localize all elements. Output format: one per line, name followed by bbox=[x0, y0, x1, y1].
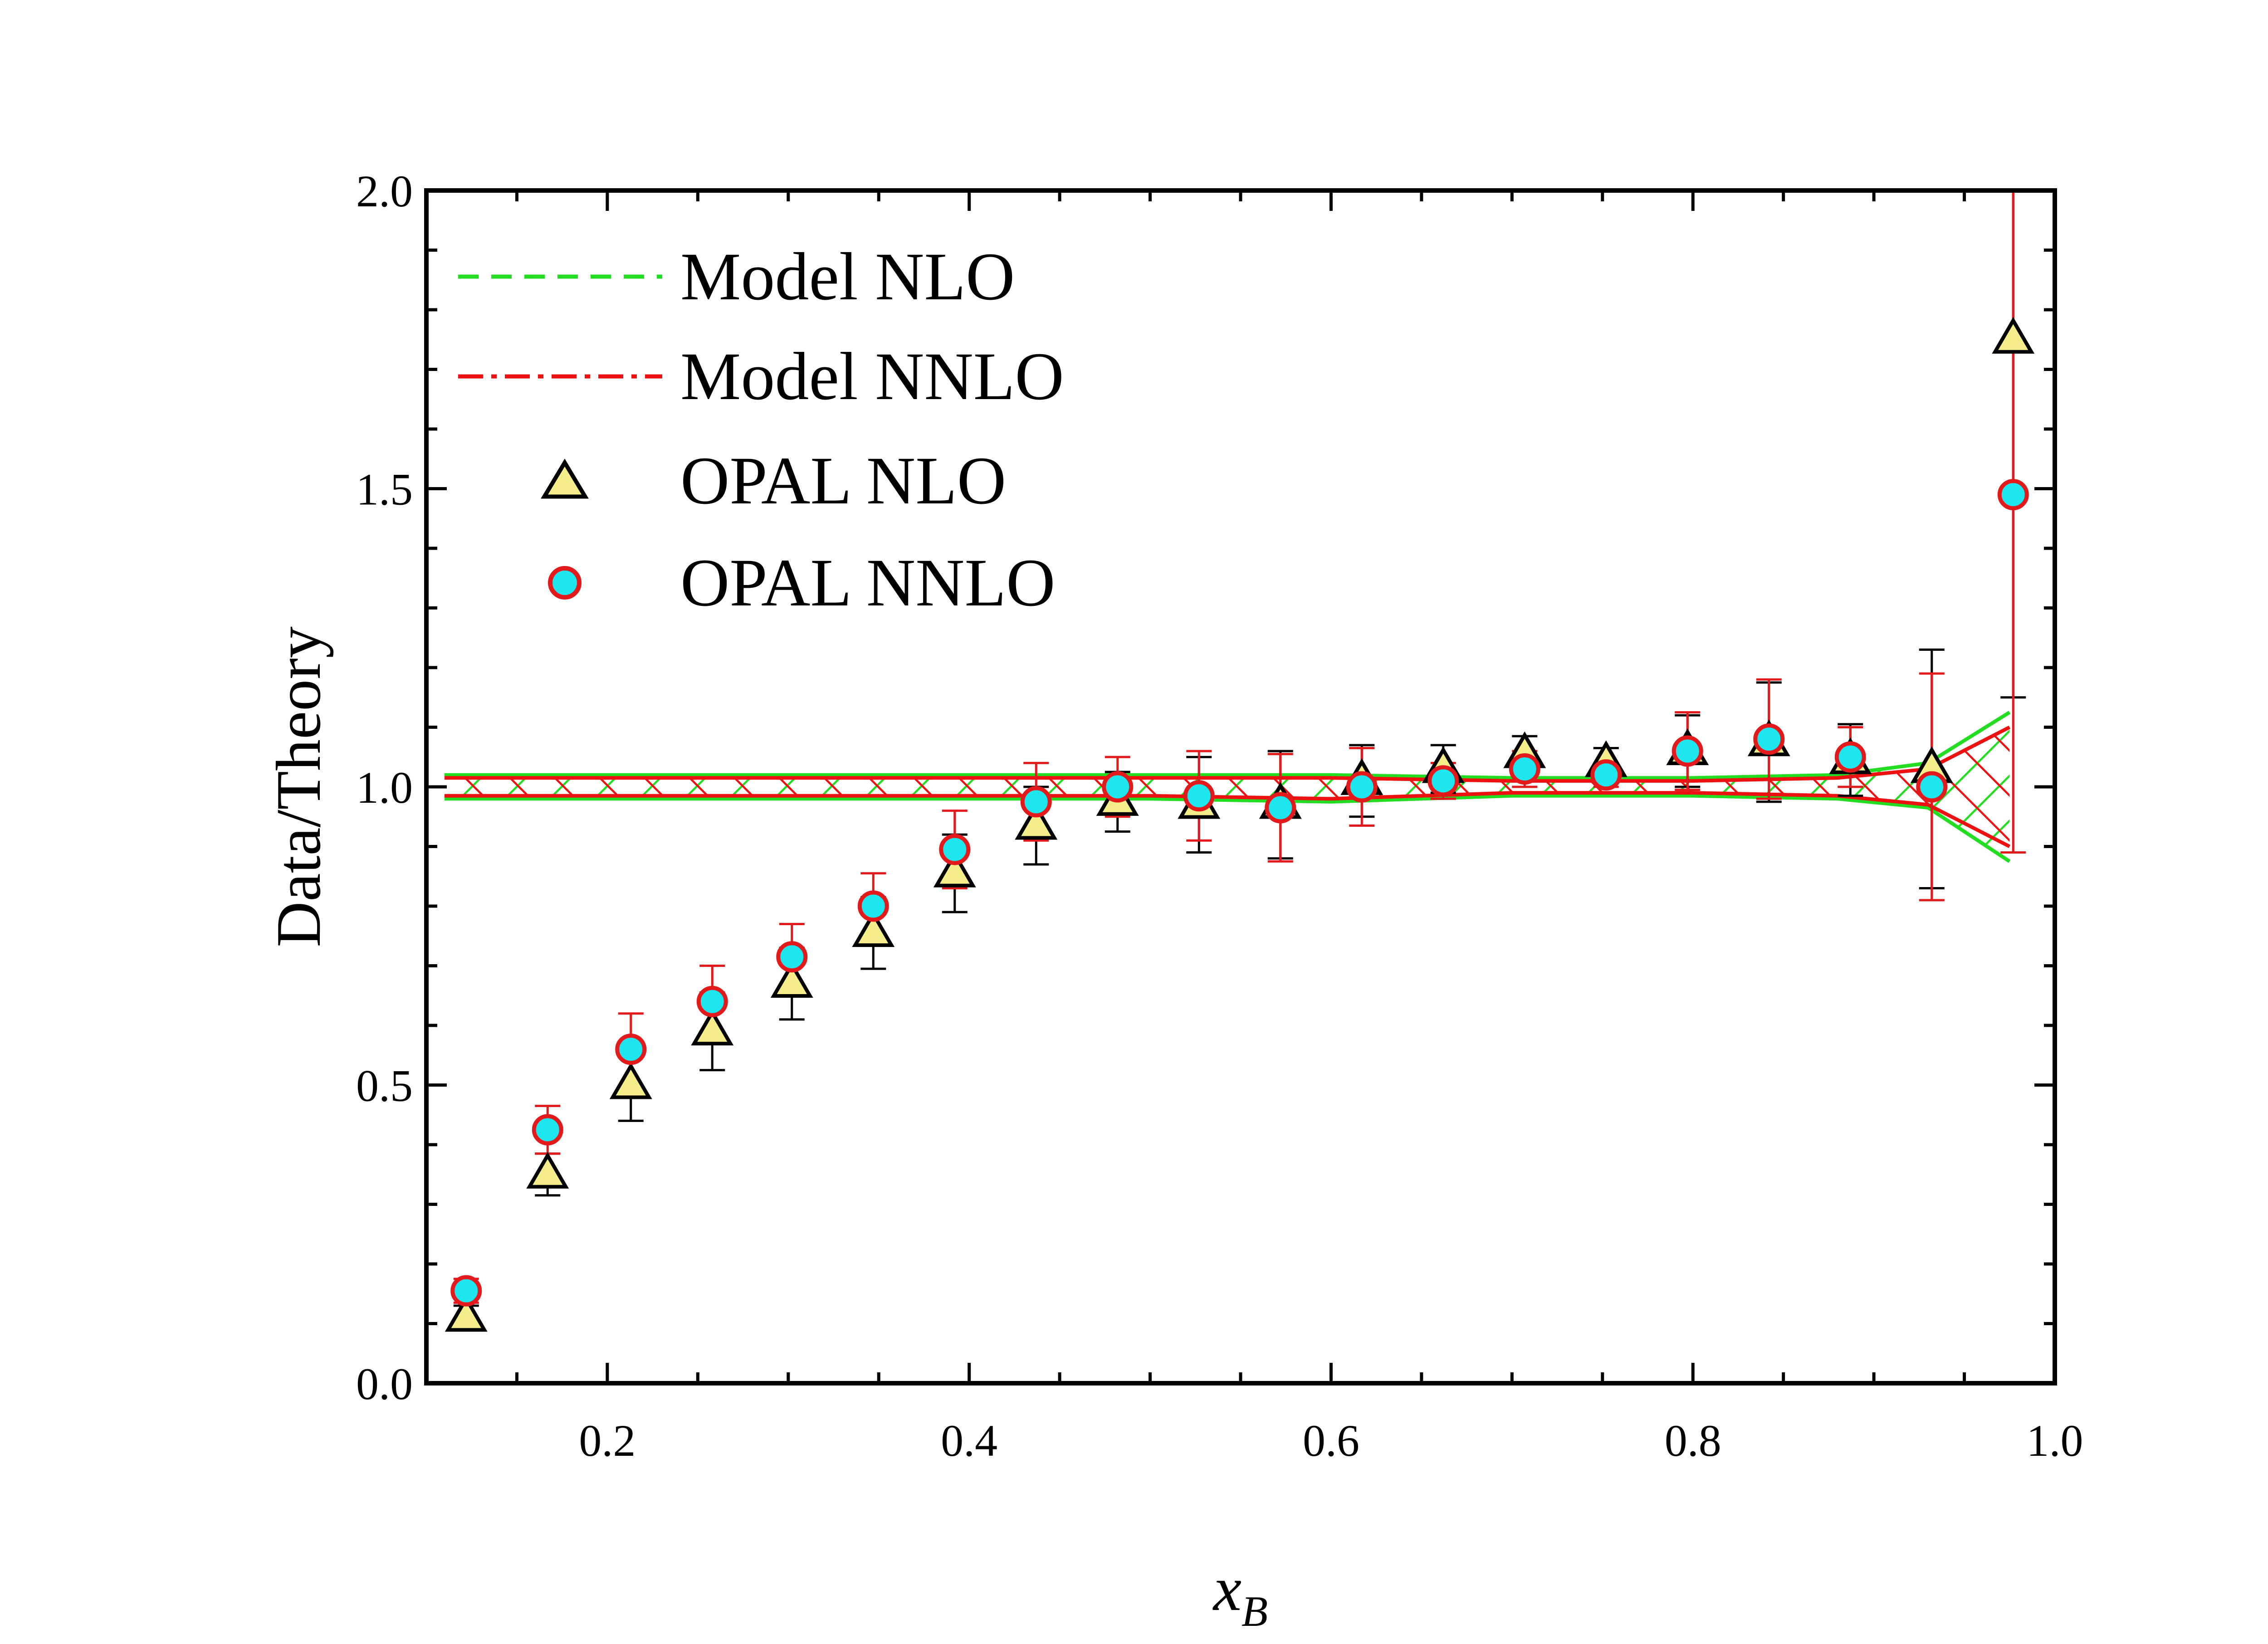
y-tick-label-2: 1.0 bbox=[356, 762, 413, 813]
opal-nnlo-point-4 bbox=[776, 941, 808, 973]
opal-nlo-point-3 bbox=[691, 1009, 734, 1046]
opal-nnlo-point-8 bbox=[1102, 771, 1134, 803]
band-model-nnlo-lower-edge bbox=[444, 791, 2011, 849]
points-layer bbox=[445, 190, 2035, 1332]
opal-nnlo-point-3 bbox=[696, 985, 728, 1017]
axes bbox=[424, 188, 2057, 1385]
opal-nnlo-point-9 bbox=[1183, 780, 1215, 812]
legend-label-opal-nlo: OPAL NLO bbox=[680, 443, 1006, 518]
band-model-nnlo bbox=[444, 727, 2010, 847]
opal-nlo-point-2 bbox=[609, 1062, 652, 1099]
y-axis-title: Data/Theory bbox=[264, 626, 334, 947]
opal-nnlo-point-17 bbox=[1834, 741, 1866, 773]
opal-nnlo-point-6 bbox=[939, 834, 971, 865]
legend: Model NLO Model NNLO OPAL NLO OPAL NNLO bbox=[458, 239, 1064, 620]
opal-nnlo-point-0 bbox=[450, 1275, 482, 1307]
opal-nnlo-point-15 bbox=[1672, 735, 1703, 767]
x-tick-label-4: 1.0 bbox=[2027, 1415, 2083, 1466]
legend-label-opal-nnlo: OPAL NNLO bbox=[680, 545, 1055, 620]
opal-nlo-point-6 bbox=[933, 850, 976, 888]
x-tick-label-3: 0.8 bbox=[1665, 1415, 1721, 1466]
opal-nlo-point-1 bbox=[526, 1151, 569, 1189]
x-tick-label-2: 0.6 bbox=[1303, 1415, 1359, 1466]
opal-nnlo-point-16 bbox=[1753, 723, 1785, 755]
opal-nlo-point-5 bbox=[852, 910, 895, 947]
legend-marker-opal-nnlo bbox=[548, 566, 582, 600]
x-axis-title-main: x bbox=[1212, 1554, 1242, 1624]
y-tick-label-3: 1.5 bbox=[356, 464, 413, 515]
tick-labels: 0.2 0.4 0.6 0.8 1.0 0.0 0.5 1.0 1.5 2.0 bbox=[356, 166, 2083, 1466]
opal-nlo-point-0 bbox=[445, 1295, 488, 1332]
opal-nlo-point-7 bbox=[1015, 803, 1058, 840]
legend-label-model-nlo: Model NLO bbox=[680, 239, 1015, 314]
band-model-nlo-lower-edge bbox=[444, 794, 2011, 863]
legend-label-model-nnlo: Model NNLO bbox=[680, 339, 1064, 414]
band-model-nnlo-upper-edge bbox=[444, 725, 2011, 783]
opal-nnlo-point-1 bbox=[532, 1114, 563, 1146]
opal-nnlo-point-2 bbox=[615, 1034, 647, 1065]
opal-nlo-point-19 bbox=[1992, 317, 2035, 354]
y-tick-label-4: 2.0 bbox=[356, 166, 413, 216]
x-tick-label-1: 0.4 bbox=[941, 1415, 997, 1466]
opal-nnlo-point-18 bbox=[1916, 771, 1948, 803]
x-axis-title: xB bbox=[1212, 1554, 1268, 1635]
opal-nnlo-point-7 bbox=[1020, 786, 1052, 818]
opal-nnlo-point-19 bbox=[1997, 479, 2029, 511]
x-tick-label-0: 0.2 bbox=[579, 1415, 635, 1466]
opal-nnlo-point-5 bbox=[857, 890, 889, 922]
opal-nnlo-point-12 bbox=[1427, 765, 1459, 797]
y-tick-label-0: 0.0 bbox=[356, 1359, 413, 1409]
x-axis-title-subscript: B bbox=[1242, 1587, 1268, 1635]
opal-nnlo-point-13 bbox=[1509, 753, 1540, 785]
opal-nlo-point-4 bbox=[770, 961, 813, 998]
opal-nnlo-point-11 bbox=[1346, 771, 1378, 803]
legend-marker-opal-nlo bbox=[541, 459, 589, 499]
y-tick-label-1: 0.5 bbox=[356, 1061, 413, 1111]
opal-nnlo-point-10 bbox=[1265, 792, 1296, 824]
opal-nnlo-point-14 bbox=[1590, 759, 1622, 791]
